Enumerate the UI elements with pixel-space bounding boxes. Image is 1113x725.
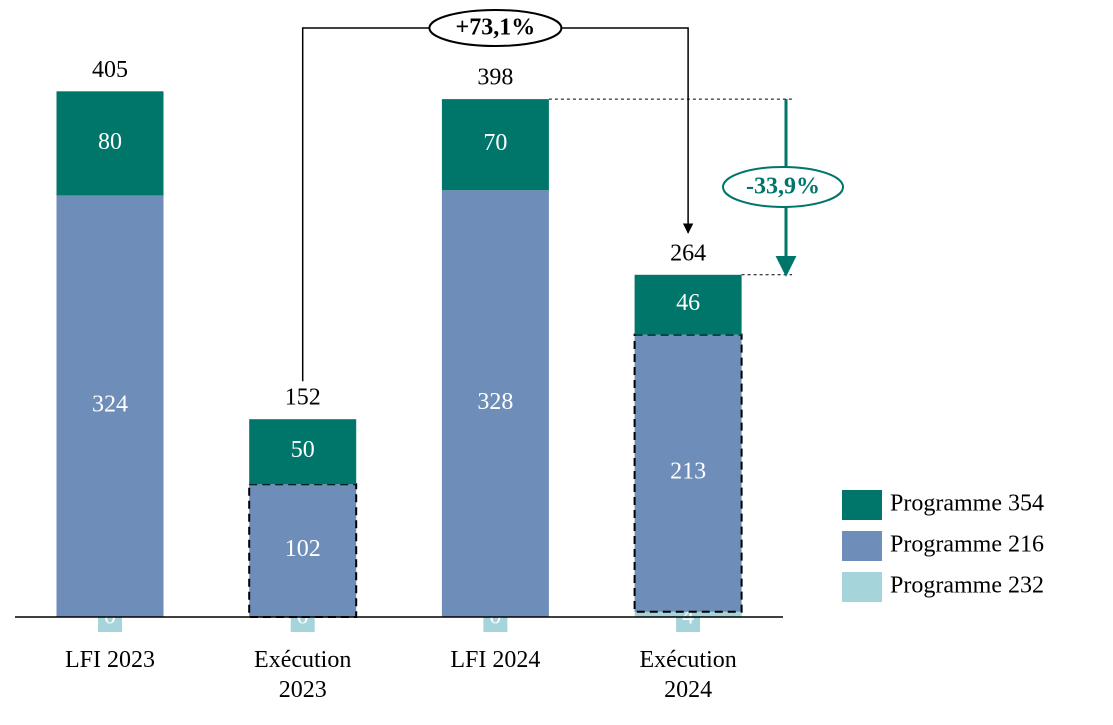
bar-segment (249, 419, 357, 485)
bar-segment (634, 274, 742, 335)
annotation: -33,9% (746, 173, 820, 199)
value-label: 50 (291, 437, 315, 463)
value-label: 328 (477, 389, 513, 415)
legend-label: Programme 232 (890, 573, 1044, 599)
legend-label: Programme 354 (890, 491, 1044, 517)
legend-swatch (842, 490, 882, 520)
value-label: 70 (483, 130, 507, 156)
x-tick-label: LFI 2024 (450, 647, 541, 673)
x-tick-label: Exécution 2024 (639, 647, 737, 703)
bar-segment (633, 333, 743, 613)
bar-segment (441, 190, 549, 617)
total-label: 398 (477, 65, 513, 91)
legend-swatch (842, 572, 882, 602)
value-label: 80 (98, 129, 122, 155)
x-tick-label: Exécution 2023 (254, 647, 352, 703)
legend-swatch (842, 531, 882, 561)
value-label: 213 (670, 459, 706, 485)
bar-segment (56, 195, 164, 617)
x-tick-label: LFI 2023 (65, 647, 155, 673)
total-label: 405 (92, 57, 128, 83)
annotation-bubble (428, 9, 563, 47)
value-label: 324 (92, 392, 128, 418)
annotation: +73,1% (456, 15, 536, 41)
total-label: 152 (285, 385, 321, 411)
legend-label: Programme 216 (890, 532, 1044, 558)
annotation-bubble (722, 165, 844, 208)
bar-segment (56, 91, 164, 196)
total-label: 264 (670, 240, 706, 266)
bar-segment (248, 483, 358, 618)
bar-segment (441, 99, 549, 191)
value-label: 102 (285, 536, 321, 562)
value-label: 46 (676, 290, 700, 316)
